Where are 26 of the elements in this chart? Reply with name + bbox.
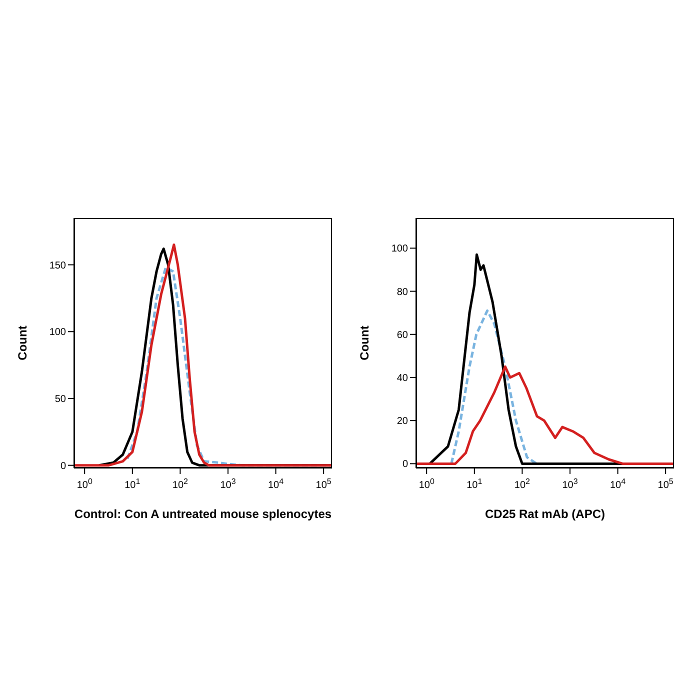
y-tick-label: 60 — [396, 330, 408, 341]
x-tick-label: 10$^{3}$ — [220, 476, 236, 491]
y-tick-label: 100 — [49, 327, 66, 338]
y-tick-label: 80 — [396, 286, 408, 298]
y-tick-label: 0 — [402, 459, 408, 470]
x-tick-label: 10$^{1}$ — [466, 476, 483, 491]
x-tick-label: 10$^{1}$ — [124, 476, 141, 491]
x-axis-title: CD25 Rat mAb (APC) — [484, 507, 606, 521]
x-tick-label: 10$^{5}$ — [658, 476, 674, 491]
y-tick-label: 0 — [60, 460, 66, 472]
y-tick-label: 150 — [49, 260, 66, 272]
x-tick-label: 10$^{2}$ — [172, 476, 189, 491]
y-tick-label: 40 — [396, 373, 408, 384]
y-tick-label: 50 — [54, 394, 66, 406]
y-tick-label: 100 — [391, 244, 408, 255]
x-axis-title: Control: Con A untreated mouse splenocytes — [74, 507, 332, 521]
x-tick-label: 10$^{4}$ — [268, 476, 284, 491]
x-tick-label: 10$^{2}$ — [514, 476, 531, 491]
x-tick-label: 10$^{5}$ — [316, 476, 332, 491]
y-axis-title: Count — [15, 326, 30, 360]
y-axis-title: Count — [357, 326, 372, 360]
x-tick-label: 10$^{0}$ — [418, 476, 435, 491]
x-tick-label: 10$^{3}$ — [562, 476, 578, 491]
y-tick-label: 20 — [396, 416, 408, 428]
x-tick-label: 10$^{4}$ — [610, 476, 626, 491]
x-tick-label: 10$^{0}$ — [76, 476, 93, 491]
